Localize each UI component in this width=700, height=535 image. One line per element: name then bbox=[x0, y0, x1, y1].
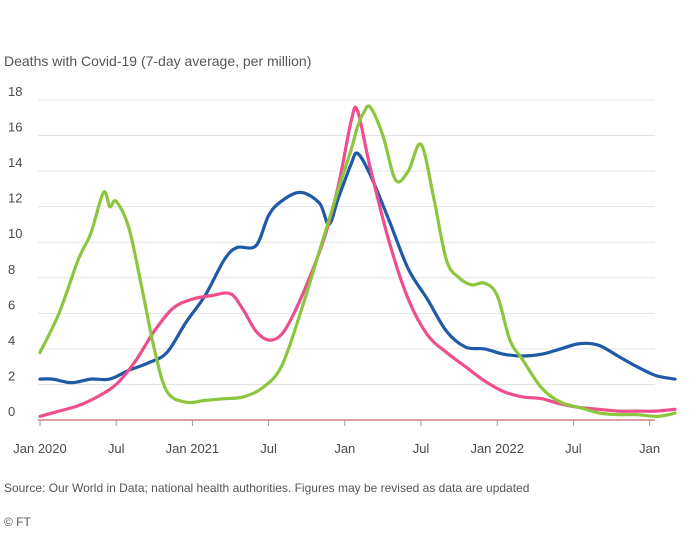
x-tick-label: Jan 2022 bbox=[470, 441, 524, 456]
series-line-3 bbox=[38, 104, 677, 418]
chart-subtitle: Deaths with Covid-19 (7-day average, per… bbox=[4, 53, 311, 69]
y-tick-label: 10 bbox=[8, 226, 22, 241]
x-tick-label: Jan 2021 bbox=[166, 441, 220, 456]
series-line-1 bbox=[38, 151, 677, 385]
series-line-2 bbox=[38, 105, 677, 418]
x-tick-label: Jul bbox=[108, 441, 125, 456]
y-tick-label: 6 bbox=[8, 297, 15, 312]
y-tick-label: 16 bbox=[8, 120, 22, 135]
y-tick-label: 12 bbox=[8, 191, 22, 206]
x-tick-label: Jan bbox=[639, 441, 660, 456]
y-tick-label: 14 bbox=[8, 155, 22, 170]
y-tick-label: 0 bbox=[8, 404, 15, 419]
y-tick-label: 18 bbox=[8, 84, 22, 99]
y-tick-label: 8 bbox=[8, 262, 15, 277]
series-layer bbox=[38, 104, 677, 418]
y-tick-label: 4 bbox=[8, 333, 15, 348]
source-note: Source: Our World in Data; national heal… bbox=[4, 481, 529, 495]
x-axis: Jan 2020 Jul Jan 2021 Jul Jan Jul Jan 2022 Jul J… bbox=[13, 420, 660, 456]
x-tick-label: Jan 2020 bbox=[13, 441, 67, 456]
x-tick-label: Jan bbox=[334, 441, 355, 456]
x-tick-label: Jul bbox=[413, 441, 430, 456]
x-tick-label: Jul bbox=[565, 441, 582, 456]
y-axis: 18 16 14 12 10 8 6 4 2 0 bbox=[8, 84, 22, 419]
y-tick-label: 2 bbox=[8, 368, 15, 383]
x-tick-label: Jul bbox=[260, 441, 277, 456]
copyright-note: © FT bbox=[4, 515, 32, 529]
